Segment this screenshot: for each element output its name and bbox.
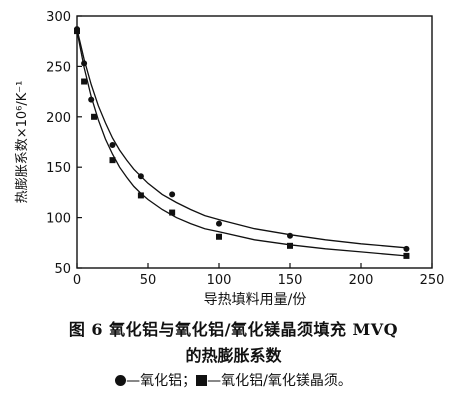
point-circle-8 xyxy=(287,232,293,239)
point-circle-9 xyxy=(403,245,410,252)
point-square-9 xyxy=(403,252,410,259)
x-tick-label-2: 100 xyxy=(207,273,232,288)
point-circle-4 xyxy=(109,142,116,149)
point-square-7 xyxy=(216,233,222,240)
legend-label-alumina-mgo: 氧化铝/氧化镁晶须。 xyxy=(221,373,352,389)
legend: —氧化铝； —氧化铝/氧化镁晶须。 xyxy=(0,370,467,390)
y-tick-label-2: 150 xyxy=(46,161,71,176)
point-square-4 xyxy=(109,157,116,164)
legend-dash-2: — xyxy=(207,373,222,389)
legend-square-marker xyxy=(196,375,208,386)
point-square-3 xyxy=(91,113,98,120)
fit-curves xyxy=(76,28,407,257)
y-tick-label-5: 300 xyxy=(46,10,71,25)
x-tick-label-5: 250 xyxy=(420,273,445,288)
data-points xyxy=(74,26,410,259)
point-square-5 xyxy=(137,192,144,199)
point-circle-5 xyxy=(137,173,144,180)
point-circle-6 xyxy=(169,191,176,198)
point-square-8 xyxy=(287,242,293,249)
legend-label-alumina: 氧化铝； xyxy=(140,373,197,389)
plot-frame xyxy=(76,15,433,269)
fit-curve-series-2 xyxy=(76,30,407,257)
y-tick-label-3: 200 xyxy=(46,111,71,126)
y-tick-label-4: 250 xyxy=(46,60,71,75)
figure-caption-line-1: 图 6 氧化铝与氧化铝/氧化镁晶须填充 MVQ xyxy=(68,320,399,339)
point-square-6 xyxy=(169,209,176,216)
x-tick-label-3: 150 xyxy=(278,273,303,288)
y-axis-label: 热膨胀系数×10⁶/K⁻¹ xyxy=(15,81,30,204)
point-circle-3 xyxy=(88,96,95,103)
y-tick-label-0: 50 xyxy=(54,262,71,277)
y-tick-label-1: 100 xyxy=(46,212,71,227)
point-circle-7 xyxy=(216,220,222,227)
point-square-2 xyxy=(81,78,88,85)
legend-dash-1: — xyxy=(126,373,141,389)
x-tick-label-4: 200 xyxy=(349,273,374,288)
x-tick-label-0: 0 xyxy=(73,273,81,288)
point-square-1 xyxy=(74,28,80,35)
fit-curve-series-1 xyxy=(76,28,407,249)
figure-caption-line-2: 的热膨胀系数 xyxy=(185,346,282,365)
point-circle-2 xyxy=(81,60,88,67)
x-axis-label: 导热填料用量/份 xyxy=(204,292,307,308)
legend-circle-marker xyxy=(115,375,127,386)
x-tick-label-1: 50 xyxy=(140,273,157,288)
